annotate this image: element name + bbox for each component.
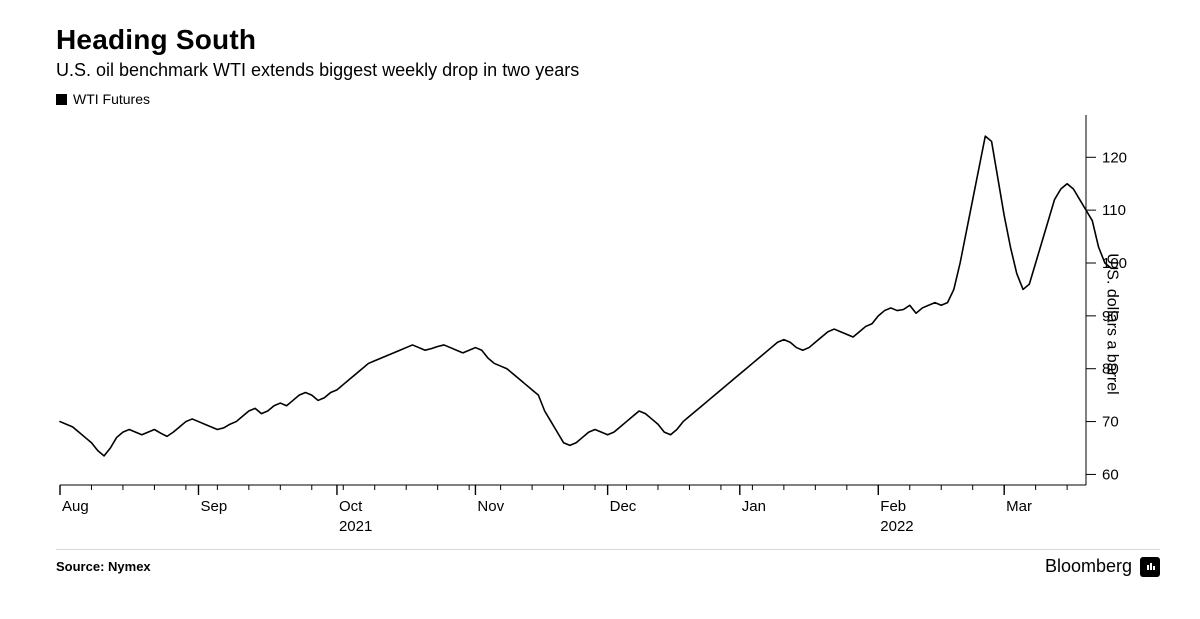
legend: WTI Futures <box>56 91 1160 107</box>
x-tick-label: Mar <box>1006 498 1032 515</box>
y-tick-label: 110 <box>1102 202 1126 219</box>
legend-swatch <box>56 94 67 105</box>
x-tick-label: Oct <box>339 498 363 515</box>
brand-text: Bloomberg <box>1045 556 1132 577</box>
source-label: Source: Nymex <box>56 559 151 574</box>
x-year-label: 2021 <box>339 518 372 535</box>
chart-plot-area: 60708090100110120AugSepOctNovDecJanFebMa… <box>56 109 1160 539</box>
x-year-label: 2022 <box>880 518 913 535</box>
y-axis-title: U.S. dollars a barrel <box>1102 253 1120 394</box>
x-tick-label: Jan <box>742 498 766 515</box>
x-tick-label: Sep <box>200 498 227 515</box>
x-tick-label: Aug <box>62 498 89 515</box>
y-tick-label: 70 <box>1102 414 1119 431</box>
chart-title: Heading South <box>56 24 1160 56</box>
legend-series-label: WTI Futures <box>73 91 150 107</box>
series-line <box>60 136 1117 456</box>
brand-label: Bloomberg <box>1045 556 1160 577</box>
chart-subtitle: U.S. oil benchmark WTI extends biggest w… <box>56 60 1160 81</box>
brand-icon <box>1140 557 1160 577</box>
x-tick-label: Dec <box>610 498 637 515</box>
x-tick-label: Feb <box>880 498 906 515</box>
chart-footer: Source: Nymex Bloomberg <box>56 549 1160 577</box>
x-tick-label: Nov <box>477 498 504 515</box>
y-tick-label: 60 <box>1102 466 1119 483</box>
y-tick-label: 120 <box>1102 149 1127 166</box>
